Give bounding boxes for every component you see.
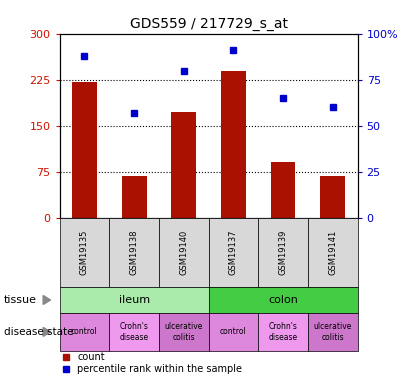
Bar <box>208 287 358 313</box>
Bar <box>109 217 159 287</box>
Bar <box>159 313 208 351</box>
Text: GSM19138: GSM19138 <box>129 230 139 275</box>
Bar <box>258 217 308 287</box>
Bar <box>72 81 97 218</box>
Bar <box>258 313 308 351</box>
Bar <box>60 287 209 313</box>
Text: GSM19137: GSM19137 <box>229 230 238 275</box>
Text: GSM19135: GSM19135 <box>80 230 89 275</box>
Text: ileum: ileum <box>118 295 150 305</box>
Bar <box>159 217 208 287</box>
Text: control: control <box>71 327 98 336</box>
Bar <box>109 313 159 351</box>
Text: ulcerative
colitis: ulcerative colitis <box>314 322 352 342</box>
Text: GSM19141: GSM19141 <box>328 230 337 275</box>
Bar <box>308 313 358 351</box>
Text: control: control <box>220 327 247 336</box>
Bar <box>320 176 345 218</box>
Text: count: count <box>77 352 105 363</box>
Text: ulcerative
colitis: ulcerative colitis <box>164 322 203 342</box>
Text: Crohn's
disease: Crohn's disease <box>268 322 298 342</box>
Bar <box>208 217 258 287</box>
Text: percentile rank within the sample: percentile rank within the sample <box>77 364 242 374</box>
Bar <box>122 176 146 218</box>
Text: Crohn's
disease: Crohn's disease <box>120 322 149 342</box>
Bar <box>208 313 258 351</box>
Bar <box>308 217 358 287</box>
Bar <box>171 112 196 218</box>
Text: disease state: disease state <box>4 327 74 337</box>
Text: GSM19139: GSM19139 <box>279 230 288 275</box>
Bar <box>221 70 246 217</box>
Bar <box>60 217 109 287</box>
Text: GSM19140: GSM19140 <box>179 230 188 275</box>
Bar <box>271 162 296 218</box>
Bar <box>60 313 109 351</box>
Text: tissue: tissue <box>4 295 37 305</box>
Text: colon: colon <box>268 295 298 305</box>
Title: GDS559 / 217729_s_at: GDS559 / 217729_s_at <box>129 17 288 32</box>
